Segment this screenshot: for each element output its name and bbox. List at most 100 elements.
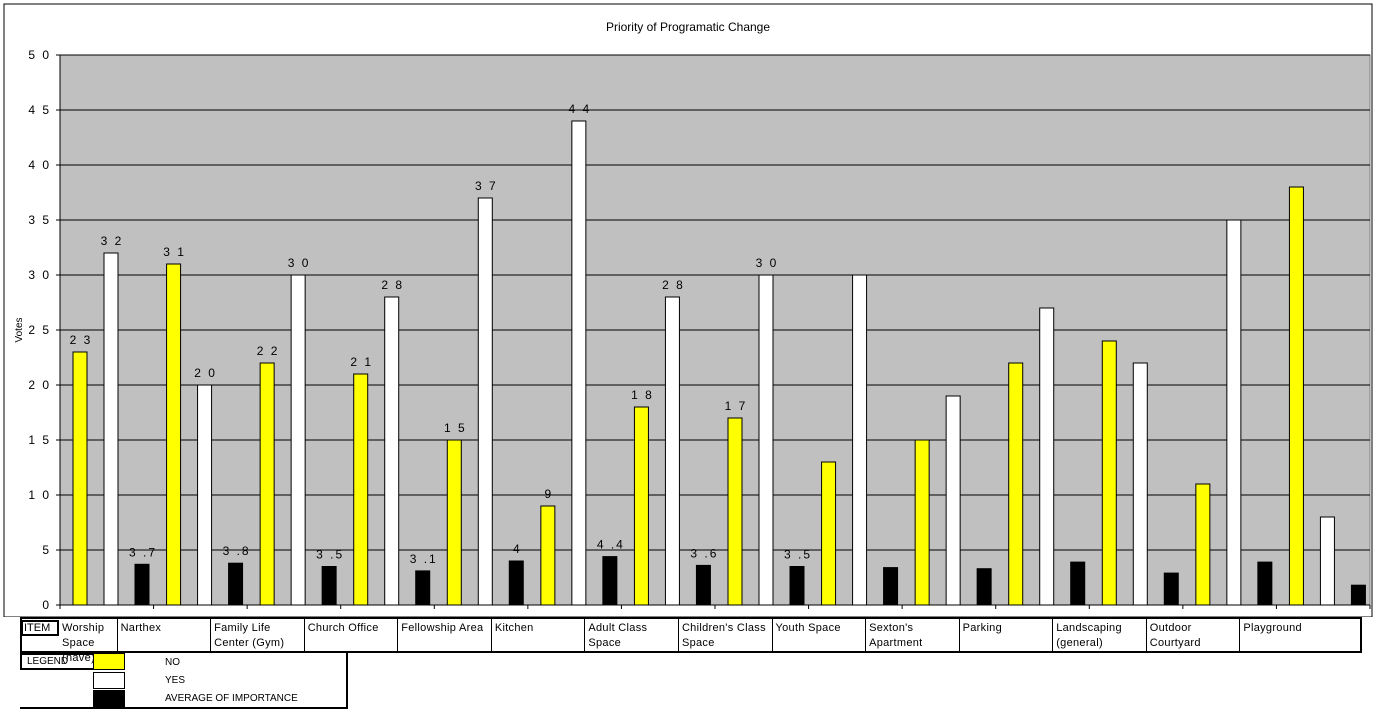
bar-no — [166, 263, 182, 606]
bar-yes — [197, 384, 213, 606]
bar-average — [695, 564, 711, 606]
data-label-no: 1 7 — [725, 399, 748, 413]
bar-yes — [477, 197, 493, 606]
data-label-yes: 2 8 — [381, 278, 404, 292]
item-row: ITEM Worship Space (nave) Narthex Family L… — [20, 617, 1362, 664]
y-tick-label: 5 0 — [28, 48, 51, 62]
bar-average — [602, 556, 618, 606]
bar-average — [321, 566, 337, 606]
data-label-yes: 3 2 — [101, 234, 124, 248]
item-cells: Worship Space (nave) Narthex Family Life C… — [59, 619, 1360, 664]
category-label: Fellowship Area — [398, 619, 492, 651]
data-label-average: 3 .1 — [410, 552, 438, 566]
data-label-no: 1 8 — [631, 388, 654, 402]
bar-no — [1288, 186, 1304, 606]
bar-yes — [571, 120, 587, 606]
bar-yes — [945, 395, 961, 606]
data-label-average: 3 .5 — [784, 548, 812, 562]
bar-yes — [758, 274, 774, 606]
bar-average — [1257, 561, 1273, 606]
bar-yes — [1132, 362, 1148, 606]
bar-average — [228, 562, 244, 606]
category-label: Sexton's Apartment — [866, 619, 960, 651]
data-label-yes: 3 0 — [756, 256, 779, 270]
bar-yes — [852, 274, 868, 606]
bar-no — [1008, 362, 1024, 606]
bar-average — [789, 566, 805, 606]
y-tick-label: 3 5 — [28, 213, 51, 227]
data-label-average: 3 .5 — [316, 548, 344, 562]
category-label: Church Office — [305, 619, 399, 651]
y-tick-label: 1 5 — [28, 433, 51, 447]
bar-no — [821, 461, 837, 606]
data-label-yes: 3 7 — [475, 179, 498, 193]
plot-area: 0 5 1 0 1 5 2 0 2 5 3 0 3 5 4 0 4 5 5 0 2 3 3 1 2 2 2 … — [28, 48, 1371, 612]
data-label-no: 2 3 — [70, 333, 93, 347]
data-label-average: 4 — [513, 542, 522, 556]
chart: Priority of Programatic Change Votes 0 5 1… — [3, 3, 1373, 617]
bar-no — [540, 505, 556, 606]
bar-no — [633, 406, 649, 606]
bar-yes — [384, 296, 400, 606]
data-label-no: 2 1 — [350, 355, 373, 369]
bar-yes — [1039, 307, 1055, 606]
legend-label-average: AVERAGE OF IMPORTANCE — [165, 693, 298, 704]
bar-yes — [1226, 219, 1242, 606]
legend: LEGEND NO YES AVERAGE OF IMPORTANCE — [20, 653, 348, 709]
data-label-yes: 2 0 — [194, 366, 217, 380]
data-label-average: 3 .8 — [223, 544, 251, 558]
data-label-yes: 3 0 — [288, 256, 311, 270]
legend-label-yes: YES — [165, 675, 186, 686]
y-tick-label: 4 0 — [28, 158, 51, 172]
category-label: Family Life Center (Gym) — [211, 619, 305, 651]
category-label: Outdoor Courtyard — [1147, 619, 1241, 651]
legend-header: LEGEND — [20, 653, 96, 670]
bar-average — [1350, 584, 1366, 606]
bar-no — [353, 373, 369, 606]
y-tick-label: 4 5 — [28, 103, 51, 117]
bar-average — [1070, 561, 1086, 606]
y-tick-label: 5 — [42, 543, 51, 557]
bar-average — [1163, 572, 1179, 606]
y-axis-label: Votes — [14, 317, 25, 342]
bar-yes — [664, 296, 680, 606]
data-label-average: 3 .6 — [690, 546, 718, 560]
legend-swatch-yes — [93, 672, 125, 689]
bar-no — [446, 439, 462, 606]
data-label-yes: 2 8 — [662, 278, 685, 292]
bar-no — [72, 351, 88, 606]
category-label: Adult Class Space — [585, 619, 679, 651]
category-label: Children's Class Space — [679, 619, 773, 651]
category-label: Youth Space — [773, 619, 867, 651]
bar-average — [134, 563, 150, 606]
category-label: Landscaping (general) — [1053, 619, 1147, 651]
data-label-no: 3 1 — [163, 245, 186, 259]
legend-frame — [20, 653, 348, 709]
bar-no — [914, 439, 930, 606]
legend-swatch-no — [93, 653, 125, 670]
y-tick-label: 1 0 — [28, 488, 51, 502]
data-label-average: 3 .7 — [129, 545, 157, 559]
bar-average — [415, 570, 431, 606]
data-label-no: 1 5 — [444, 421, 467, 435]
category-label: Kitchen — [492, 619, 586, 651]
category-label: Playground — [1243, 622, 1302, 634]
y-tick-label: 0 — [42, 598, 51, 612]
bar-no — [1195, 483, 1211, 606]
legend-swatch-average — [93, 690, 125, 707]
bar-no — [727, 417, 743, 606]
bar-yes — [103, 252, 119, 606]
category-label: Parking — [960, 619, 1054, 651]
data-label-average: 4 .4 — [597, 538, 625, 552]
bar-no — [259, 362, 275, 606]
bar-yes — [1319, 516, 1335, 606]
category-label: Worship Space (nave) — [59, 619, 118, 664]
y-tick-label: 2 0 — [28, 378, 51, 392]
item-row-header: ITEM — [21, 620, 59, 636]
legend-label-no: NO — [165, 657, 180, 668]
data-label-yes: 4 4 — [569, 102, 592, 116]
data-label-no: 9 — [545, 487, 554, 501]
y-tick-label: 3 0 — [28, 268, 51, 282]
data-label-no: 2 2 — [257, 344, 280, 358]
bar-no — [1101, 340, 1117, 606]
